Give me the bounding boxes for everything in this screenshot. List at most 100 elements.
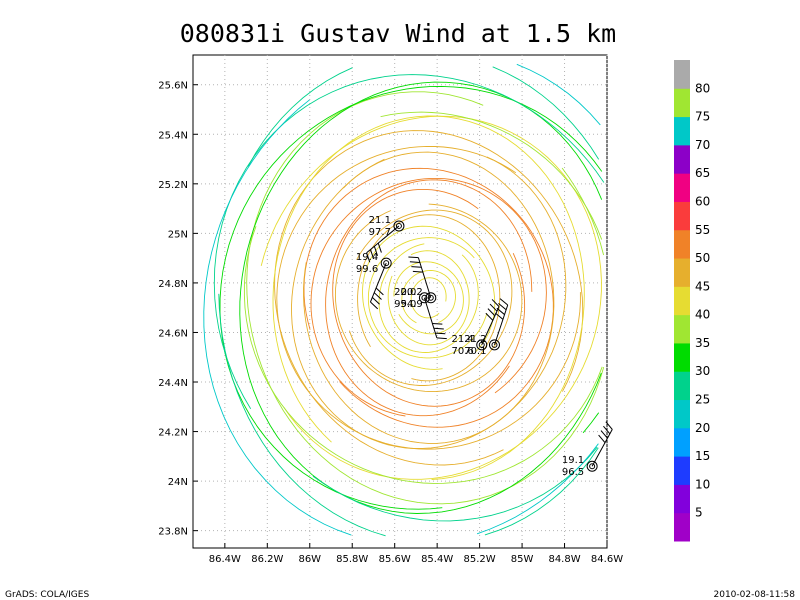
y-tick-label: 24.6N <box>158 328 188 339</box>
wind-barb-flag <box>373 246 379 256</box>
streamline <box>387 250 470 346</box>
wind-barb-flag <box>411 266 422 268</box>
x-tick-label: 84.8W <box>548 554 580 565</box>
streamline <box>274 130 584 466</box>
colorbar-label: 75 <box>695 110 710 124</box>
wind-barb-flag <box>412 270 423 273</box>
streamline <box>348 209 513 386</box>
plot-frame <box>192 54 608 549</box>
colorbar-swatch <box>674 399 690 429</box>
streamline <box>219 85 603 510</box>
colorbar-label: 60 <box>695 195 710 209</box>
wind-barb-flag <box>487 308 496 317</box>
wind-barb <box>591 429 613 467</box>
streamline <box>325 179 533 417</box>
wind-barb-flag <box>433 327 444 330</box>
colorbar-label: 40 <box>695 308 710 322</box>
colorbar-label: 45 <box>695 279 710 293</box>
observation-top-label: 21.4 <box>451 334 473 345</box>
streamline <box>218 66 600 537</box>
streamline <box>213 74 605 522</box>
colorbar-swatch <box>674 286 690 316</box>
observation-ring <box>380 257 392 269</box>
x-tick-label: 85.8W <box>336 554 368 565</box>
y-tick-label: 23.8N <box>158 527 188 538</box>
streamline <box>276 145 581 450</box>
y-tick-label: 25N <box>168 229 188 240</box>
wind-barb-flag <box>600 430 608 439</box>
observation-bottom-label: 97.7 <box>369 227 391 238</box>
observation-dot <box>491 341 498 348</box>
wind-barb-flag <box>373 292 382 300</box>
wind-barb-flag <box>598 434 606 443</box>
observation-bottom-label: 70.1 <box>464 346 486 357</box>
wind-barb <box>494 304 509 346</box>
footer-left: GrADS: COLA/IGES <box>5 590 89 600</box>
y-tick-label: 24N <box>168 477 188 488</box>
wind-barb-flag <box>370 249 375 260</box>
wind-barb-flag <box>496 307 505 315</box>
observation-ring <box>393 220 405 232</box>
streamline <box>393 261 464 335</box>
observation-bottom-label: 96.5 <box>562 467 584 478</box>
observation-ring <box>425 292 437 304</box>
wind-barb-flag <box>485 312 494 321</box>
colorbar-label: 70 <box>695 138 710 152</box>
observation-dot <box>395 222 402 229</box>
wind-barb-flag <box>409 261 420 263</box>
x-tick-label: 84.6W <box>591 554 623 565</box>
streamline <box>332 188 526 407</box>
observation-top-label: 20.0 <box>394 287 416 298</box>
observation-ring <box>476 339 488 351</box>
streamline <box>357 214 501 382</box>
wind-barb-flag <box>408 256 419 259</box>
wind-barb-flag <box>603 425 611 435</box>
chart-title: 080831i Gustav Wind at 1.5 km <box>180 19 617 48</box>
observation-ring <box>418 292 430 304</box>
x-tick-label: 85W <box>511 554 534 565</box>
wind-barb-flag <box>377 242 382 253</box>
colorbar-swatch <box>674 173 690 202</box>
streamline <box>310 177 547 417</box>
streamline <box>291 156 567 449</box>
y-tick-label: 25.6N <box>158 81 188 92</box>
colorbar-label: 55 <box>695 223 710 237</box>
streamline <box>272 115 585 480</box>
y-tick-label: 25.2N <box>158 180 188 191</box>
colorbar-label: 5 <box>695 506 703 520</box>
y-tick-label: 24.2N <box>158 428 188 439</box>
wind-barb-flag <box>494 312 504 320</box>
colorbar-label: 10 <box>695 477 710 491</box>
colorbar-swatch <box>674 371 690 401</box>
wind-barb-flag <box>371 296 380 305</box>
colorbar-swatch <box>674 229 690 259</box>
colorbar-swatch <box>674 144 690 174</box>
x-tick-label: 86.2W <box>251 554 283 565</box>
footer-right: 2010-02-08-11:58 <box>714 590 796 600</box>
colorbar-label: 30 <box>695 364 710 378</box>
streamline <box>378 243 479 353</box>
observation-ring <box>586 460 598 472</box>
x-tick-label: 86W <box>298 554 321 565</box>
wind-barb-flag <box>489 303 498 312</box>
colorbar-swatch <box>674 484 690 514</box>
wind-barb-flag <box>498 303 507 311</box>
wind-barb <box>369 262 387 303</box>
wind-barb-flag <box>375 287 384 296</box>
observation-bottom-label: 94.9 <box>401 299 423 310</box>
x-tick-label: 85.2W <box>464 554 496 565</box>
wind-barb <box>481 306 500 346</box>
colorbar: 5 10 15 20 25 30 35 40 45 50 55 60 65 70 75 80 <box>674 60 710 542</box>
colorbar-label: 50 <box>695 251 710 265</box>
colorbar-swatch <box>674 201 690 231</box>
streamline <box>303 167 554 428</box>
wind-barb-flag <box>366 252 371 263</box>
colorbar-swatch <box>674 427 690 457</box>
streamline <box>303 151 555 444</box>
observation-top-label: 20.2 <box>401 287 423 298</box>
streamline <box>243 111 603 484</box>
y-tick-label: 24.8N <box>158 279 188 290</box>
streamline <box>401 270 456 324</box>
wind-barb-flag <box>435 332 446 335</box>
